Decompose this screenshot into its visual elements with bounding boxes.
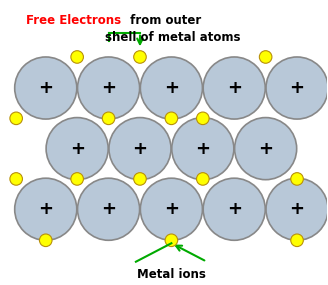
Text: +: + bbox=[38, 200, 53, 218]
Circle shape bbox=[109, 118, 171, 180]
Circle shape bbox=[71, 173, 83, 185]
Circle shape bbox=[15, 57, 77, 119]
Circle shape bbox=[196, 112, 209, 125]
Text: +: + bbox=[227, 79, 242, 97]
Circle shape bbox=[15, 178, 77, 240]
Text: +: + bbox=[70, 140, 85, 158]
Circle shape bbox=[71, 51, 83, 63]
Circle shape bbox=[46, 118, 108, 180]
Circle shape bbox=[291, 173, 303, 185]
Text: Free Electrons: Free Electrons bbox=[26, 13, 121, 27]
Text: +: + bbox=[164, 200, 179, 218]
Text: +: + bbox=[227, 200, 242, 218]
Text: +: + bbox=[258, 140, 273, 158]
Circle shape bbox=[134, 51, 146, 63]
Circle shape bbox=[77, 178, 140, 240]
Text: +: + bbox=[164, 79, 179, 97]
Circle shape bbox=[196, 173, 209, 185]
Circle shape bbox=[39, 234, 52, 247]
Text: +: + bbox=[290, 200, 304, 218]
Circle shape bbox=[102, 112, 115, 125]
Text: +: + bbox=[101, 79, 116, 97]
Circle shape bbox=[10, 112, 22, 125]
Circle shape bbox=[140, 57, 202, 119]
Circle shape bbox=[291, 234, 303, 247]
Text: shell of metal atoms: shell of metal atoms bbox=[106, 30, 241, 44]
Circle shape bbox=[165, 234, 178, 247]
Text: +: + bbox=[101, 200, 116, 218]
Circle shape bbox=[235, 118, 297, 180]
Circle shape bbox=[259, 51, 272, 63]
Text: +: + bbox=[290, 79, 304, 97]
Circle shape bbox=[10, 173, 22, 185]
Circle shape bbox=[203, 57, 265, 119]
Circle shape bbox=[165, 112, 178, 125]
Text: +: + bbox=[133, 140, 148, 158]
Text: Metal ions: Metal ions bbox=[137, 268, 206, 281]
Text: +: + bbox=[38, 79, 53, 97]
Text: from outer: from outer bbox=[126, 13, 201, 27]
Circle shape bbox=[134, 173, 146, 185]
Circle shape bbox=[266, 178, 328, 240]
Circle shape bbox=[140, 178, 202, 240]
Circle shape bbox=[266, 57, 328, 119]
Circle shape bbox=[77, 57, 140, 119]
Circle shape bbox=[203, 178, 265, 240]
Circle shape bbox=[172, 118, 234, 180]
Text: +: + bbox=[195, 140, 210, 158]
